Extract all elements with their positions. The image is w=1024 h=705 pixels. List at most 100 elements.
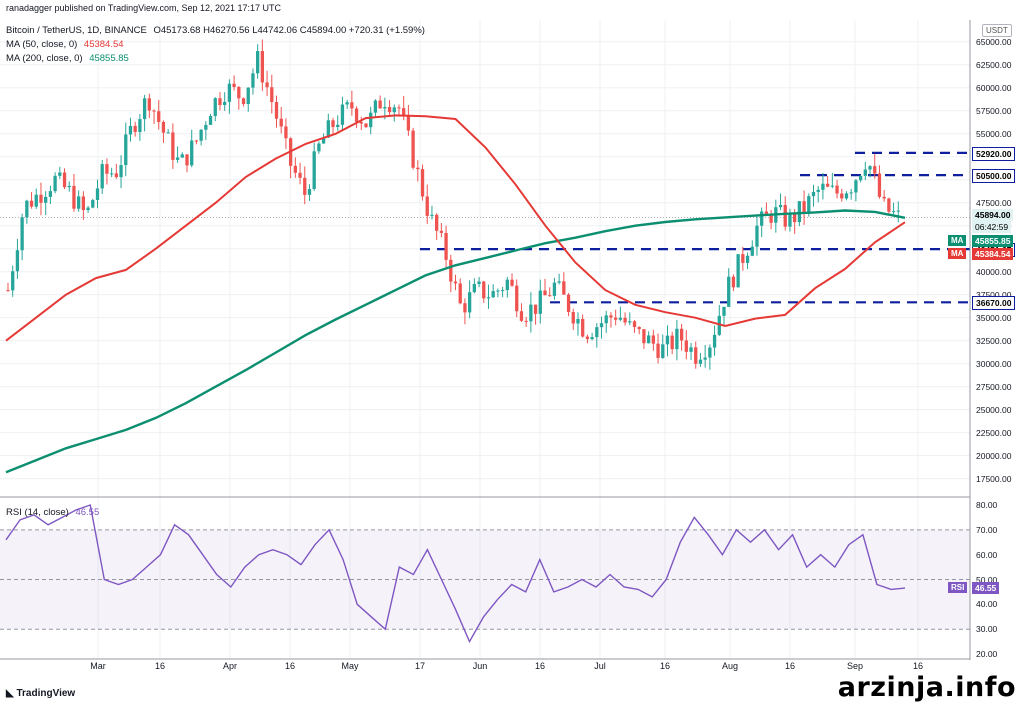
candle-body xyxy=(218,98,222,106)
candle-body xyxy=(515,285,519,312)
rsi-legend-label: RSI (14, close) xyxy=(6,507,69,518)
tradingview-logo-icon: ◣ xyxy=(6,688,17,699)
candle-body xyxy=(623,317,627,323)
candle-body xyxy=(811,191,816,197)
candle-body xyxy=(11,271,15,291)
candle-body xyxy=(519,311,524,321)
candle-body xyxy=(858,175,863,181)
candle-body xyxy=(58,172,62,176)
symbol-title[interactable]: Bitcoin / TetherUS, 1D, BINANCE xyxy=(6,25,147,36)
countdown-label: 06:42:59 xyxy=(972,221,1012,234)
level-price-label: 52920.00 xyxy=(972,146,1016,161)
candle-body xyxy=(246,87,250,105)
candle-body xyxy=(736,254,740,288)
candle-body xyxy=(821,183,825,190)
candle-body xyxy=(849,192,853,194)
level-price-label: 50500.00 xyxy=(972,169,1016,184)
ohlc-values: O45173.68 H46270.56 L44742.06 C45894.00 … xyxy=(153,25,425,36)
candle-body xyxy=(270,87,274,103)
candle-body xyxy=(331,120,335,127)
currency-badge[interactable]: USDT xyxy=(982,24,1012,37)
tradingview-logo[interactable]: ◣ TradingView xyxy=(6,688,75,699)
ma50-legend[interactable]: MA (50, close, 0) 45384.54 xyxy=(6,39,128,50)
candle-body xyxy=(694,347,698,364)
candle-body xyxy=(152,110,156,112)
ma50-legend-label: MA (50, close, 0) xyxy=(6,39,78,50)
time-tick-label: 17 xyxy=(414,661,426,671)
candle-body xyxy=(81,196,86,211)
candle-body xyxy=(816,189,820,192)
candle-body xyxy=(618,317,623,320)
candle-body xyxy=(114,173,118,178)
candle-body xyxy=(675,328,679,350)
candle-body xyxy=(854,180,858,193)
rsi-tick-label: 20.00 xyxy=(976,649,998,660)
ma50-price-label: 45384.54 xyxy=(972,248,1014,260)
candle-body xyxy=(797,201,802,223)
candle-body xyxy=(529,304,533,322)
candle-body xyxy=(157,111,161,122)
candle-body xyxy=(651,335,655,344)
time-tick-label: Sep xyxy=(846,661,864,671)
candle-body xyxy=(29,200,34,207)
candle-body xyxy=(345,102,349,105)
candle-body xyxy=(72,185,76,209)
candle-body xyxy=(566,294,571,313)
candle-body xyxy=(491,291,495,298)
candle-body xyxy=(227,83,232,102)
candle-body xyxy=(133,125,137,132)
candle-body xyxy=(25,200,29,218)
candle-body xyxy=(472,284,476,293)
candle-body xyxy=(614,317,618,320)
price-tick-label: 30000.00 xyxy=(976,358,1012,369)
candle-body xyxy=(128,125,133,135)
time-tick-label: Apr xyxy=(222,661,238,671)
candle-body xyxy=(741,254,745,263)
rsi-tick-label: 60.00 xyxy=(976,549,998,560)
candle-body xyxy=(199,129,203,141)
time-tick-label: 16 xyxy=(154,661,166,671)
time-tick-label: Aug xyxy=(721,661,739,671)
candle-body xyxy=(477,281,481,285)
candle-body xyxy=(190,140,194,166)
candle-body xyxy=(430,214,434,216)
candle-body xyxy=(552,282,557,296)
time-tick-label: Mar xyxy=(90,661,106,671)
candle-body xyxy=(91,199,95,208)
candle-body xyxy=(185,154,189,166)
tradingview-logo-text: TradingView xyxy=(16,688,76,699)
time-tick-label: 16 xyxy=(659,661,671,671)
rsi-band-lines xyxy=(0,529,970,630)
time-tick-label: 16 xyxy=(534,661,546,671)
candle-body xyxy=(844,193,849,199)
candle-body xyxy=(830,185,834,187)
support-resistance-lines xyxy=(420,151,970,304)
ma200-legend[interactable]: MA (200, close, 0) 45855.85 xyxy=(6,53,133,64)
rsi-legend[interactable]: RSI (14, close) 46.55 xyxy=(6,507,103,518)
candle-body xyxy=(778,204,783,208)
candle-body xyxy=(689,347,693,352)
candle-body xyxy=(576,319,580,324)
candle-body xyxy=(95,188,100,200)
candle-body xyxy=(44,196,48,203)
watermark: arzinja.info xyxy=(837,672,1016,703)
price-tick-label: 65000.00 xyxy=(976,36,1012,47)
rsi-tick-label: 50.00 xyxy=(976,574,998,585)
rsi-legend-value: 46.55 xyxy=(75,507,100,518)
ma200-legend-value: 45855.85 xyxy=(89,53,129,64)
candle-body xyxy=(303,177,307,195)
candle-body xyxy=(703,357,707,360)
candle-body xyxy=(171,132,175,160)
time-tick-label: 16 xyxy=(912,661,924,671)
candle-body xyxy=(590,337,594,340)
candle-body xyxy=(439,230,444,233)
candle-body xyxy=(416,167,420,170)
ma200-price-label: 45855.85 xyxy=(972,235,1014,247)
candle-body xyxy=(840,193,844,199)
ma200-legend-label: MA (200, close, 0) xyxy=(6,53,83,64)
candle-body xyxy=(760,211,764,226)
candle-body xyxy=(453,281,458,284)
candle-body xyxy=(665,335,670,345)
candle-body xyxy=(223,101,227,106)
